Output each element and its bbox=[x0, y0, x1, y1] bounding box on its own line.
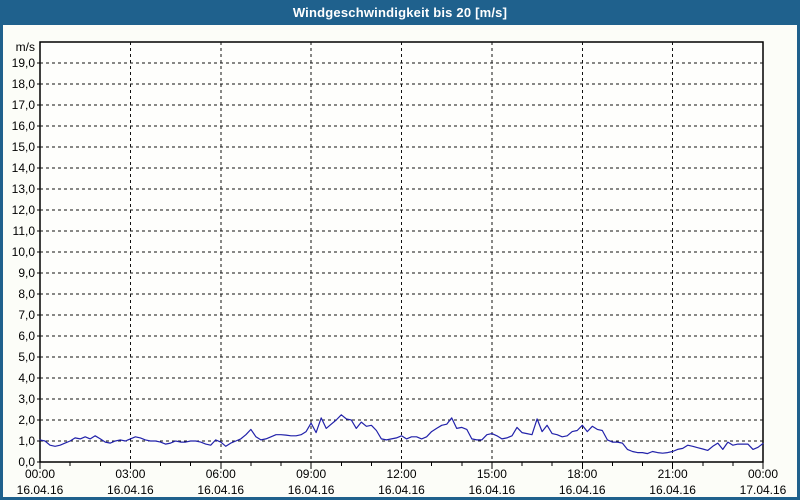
x-tick-date-label: 16.04.16 bbox=[17, 483, 64, 497]
y-tick-label: 2,0 bbox=[18, 413, 35, 427]
y-tick-label: 9,0 bbox=[18, 266, 35, 280]
x-tick-date-label: 16.04.16 bbox=[107, 483, 154, 497]
y-tick-label: 4,0 bbox=[18, 371, 35, 385]
y-tick-label: 15,0 bbox=[12, 140, 36, 154]
x-tick-time-label: 09:00 bbox=[296, 467, 326, 481]
x-tick-time-label: 03:00 bbox=[115, 467, 145, 481]
y-tick-label: 11,0 bbox=[13, 224, 36, 238]
y-tick-label: 17,0 bbox=[12, 98, 36, 112]
x-tick-date-label: 16.04.16 bbox=[469, 483, 516, 497]
y-tick-label: 3,0 bbox=[18, 392, 35, 406]
wind-speed-line bbox=[39, 414, 764, 455]
y-tick-label: 10,0 bbox=[12, 245, 36, 259]
y-tick-label: 13,0 bbox=[12, 182, 36, 196]
x-tick-time-label: 06:00 bbox=[206, 467, 236, 481]
x-tick-time-label: 12:00 bbox=[386, 467, 416, 481]
y-tick-label: 18,0 bbox=[12, 77, 36, 91]
x-tick-date-label: 16.04.16 bbox=[559, 483, 606, 497]
y-axis-unit-label: m/s bbox=[16, 40, 35, 54]
y-axis-ticks bbox=[37, 62, 40, 463]
x-axis-ticks bbox=[39, 462, 764, 469]
y-tick-label: 19,0 bbox=[12, 56, 36, 70]
x-tick-date-label: 16.04.16 bbox=[288, 483, 335, 497]
x-tick-time-label: 18:00 bbox=[567, 467, 597, 481]
y-tick-label: 1,0 bbox=[18, 434, 35, 448]
y-tick-label: 6,0 bbox=[18, 329, 35, 343]
x-tick-time-label: 21:00 bbox=[658, 467, 688, 481]
y-tick-label: 16,0 bbox=[12, 119, 36, 133]
x-tick-date-label: 16.04.16 bbox=[378, 483, 425, 497]
x-tick-time-label: 00:00 bbox=[25, 467, 55, 481]
x-tick-date-label: 17.04.16 bbox=[740, 483, 787, 497]
chart-content: 0,0 1,0 2,0 3,0 4,0 5,0 6,0 7,0 8,0 9,0 10,0 11,0 12… bbox=[3, 25, 797, 497]
window-title: Windgeschwindigkeit bis 20 [m/s] bbox=[292, 5, 508, 20]
x-axis-labels: 00:00 16.04.16 03:00 16.04.16 06:00 16.04.16 0… bbox=[17, 467, 787, 497]
x-tick-date-label: 16.04.16 bbox=[649, 483, 696, 497]
wind-speed-chart: 0,0 1,0 2,0 3,0 4,0 5,0 6,0 7,0 8,0 9,0 10,0 11,0 12… bbox=[12, 40, 787, 497]
x-tick-time-label: 00:00 bbox=[748, 467, 778, 481]
gridlines bbox=[40, 42, 763, 462]
title-bar: Windgeschwindigkeit bis 20 [m/s] bbox=[0, 0, 800, 25]
y-axis-labels: 0,0 1,0 2,0 3,0 4,0 5,0 6,0 7,0 8,0 9,0 10,0 11,0 12… bbox=[12, 40, 36, 469]
y-tick-label: 7,0 bbox=[18, 308, 35, 322]
y-tick-label: 14,0 bbox=[12, 161, 36, 175]
y-tick-label: 5,0 bbox=[18, 350, 35, 364]
y-tick-label: 12,0 bbox=[12, 203, 36, 217]
y-tick-label: 8,0 bbox=[18, 287, 35, 301]
x-tick-time-label: 15:00 bbox=[477, 467, 507, 481]
x-tick-date-label: 16.04.16 bbox=[197, 483, 244, 497]
y-tick-label: 0,0 bbox=[18, 455, 35, 469]
